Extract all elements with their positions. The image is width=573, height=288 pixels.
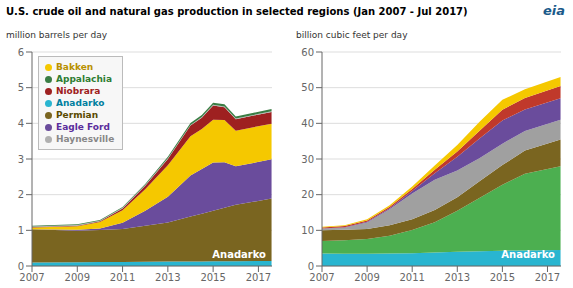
- html-text:Appalachia: Appalachia: [56, 74, 112, 84]
- svg-text:10: 10: [301, 225, 314, 236]
- html-text:Anadarko: Anadarko: [501, 249, 555, 260]
- html-text:eia: eia: [543, 3, 565, 18]
- html-text:billion cubic feet per day: billion cubic feet per day: [296, 30, 408, 40]
- html-text:Permian: Permian: [56, 110, 99, 120]
- html-text:million barrels per day: million barrels per day: [6, 30, 108, 40]
- svg-text:2013: 2013: [445, 272, 470, 283]
- svg-text:4: 4: [18, 118, 24, 129]
- html-text:Bakken: Bakken: [56, 62, 94, 72]
- svg-text:2011: 2011: [399, 272, 424, 283]
- html-text:U.S. crude oil and natural gas: U.S. crude oil and natural gas productio…: [6, 6, 468, 17]
- svg-text:40: 40: [301, 118, 314, 129]
- svg-text:2007: 2007: [19, 272, 44, 283]
- svg-text:3: 3: [18, 154, 24, 165]
- svg-text:50: 50: [301, 82, 314, 93]
- html-text:Anadarko: Anadarko: [56, 98, 105, 108]
- html-text:Niobrara: Niobrara: [56, 86, 101, 96]
- svg-text:2013: 2013: [155, 272, 180, 283]
- svg-text:0: 0: [18, 261, 24, 272]
- svg-text:2017: 2017: [535, 272, 560, 283]
- html-text:Eagle Ford: Eagle Ford: [56, 122, 110, 132]
- svg-text:60: 60: [301, 47, 314, 58]
- svg-text:30: 30: [301, 154, 314, 165]
- svg-text:2009: 2009: [354, 272, 379, 283]
- svg-text:2015: 2015: [200, 272, 225, 283]
- html-text:Haynesville: Haynesville: [56, 134, 115, 144]
- svg-text:2017: 2017: [246, 272, 271, 283]
- svg-text:2011: 2011: [110, 272, 135, 283]
- svg-text:1: 1: [18, 225, 24, 236]
- html-text:Anadarko: Anadarko: [212, 249, 266, 260]
- svg-text:2007: 2007: [309, 272, 334, 283]
- svg-text:2: 2: [18, 189, 24, 200]
- svg-text:20: 20: [301, 189, 314, 200]
- svg-text:5: 5: [18, 82, 24, 93]
- svg-text:2009: 2009: [65, 272, 90, 283]
- svg-text:0: 0: [308, 261, 314, 272]
- svg-text:2015: 2015: [490, 272, 515, 283]
- svg-text:6: 6: [18, 47, 24, 58]
